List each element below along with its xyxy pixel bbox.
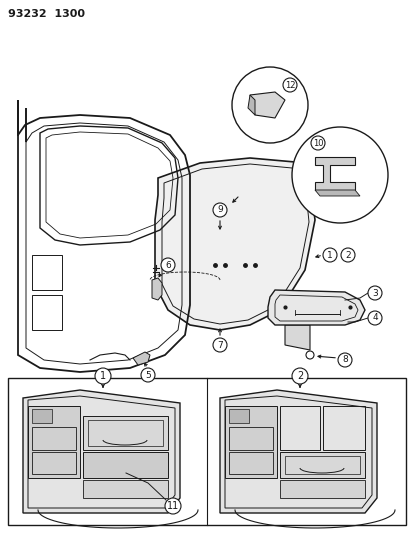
Bar xyxy=(88,420,163,446)
Bar xyxy=(32,409,52,423)
Circle shape xyxy=(282,78,296,92)
Polygon shape xyxy=(23,390,180,513)
Polygon shape xyxy=(267,290,364,325)
Circle shape xyxy=(291,127,387,223)
Bar xyxy=(228,409,248,423)
Bar xyxy=(8,378,405,525)
Bar xyxy=(32,255,62,290)
Circle shape xyxy=(212,338,226,352)
Bar xyxy=(28,406,80,478)
Circle shape xyxy=(340,248,354,262)
Polygon shape xyxy=(152,278,161,300)
Bar xyxy=(279,480,364,498)
Circle shape xyxy=(161,258,175,272)
Polygon shape xyxy=(133,352,150,365)
Text: 2: 2 xyxy=(296,371,302,381)
Circle shape xyxy=(231,67,307,143)
Circle shape xyxy=(165,498,180,514)
Polygon shape xyxy=(284,325,309,350)
Polygon shape xyxy=(314,190,359,196)
Text: 1: 1 xyxy=(100,371,106,381)
Circle shape xyxy=(291,368,307,384)
Bar xyxy=(83,452,168,478)
Text: 3: 3 xyxy=(371,288,377,297)
Circle shape xyxy=(310,136,324,150)
Polygon shape xyxy=(154,158,314,330)
Text: 2: 2 xyxy=(344,251,350,260)
Text: 1: 1 xyxy=(326,251,332,260)
Bar xyxy=(83,416,168,450)
Bar xyxy=(322,406,364,450)
Text: 6: 6 xyxy=(165,261,171,270)
Text: 10: 10 xyxy=(312,139,323,148)
Bar xyxy=(228,452,272,474)
Text: 9: 9 xyxy=(216,206,222,214)
Text: 12: 12 xyxy=(284,80,294,90)
Polygon shape xyxy=(247,95,254,115)
Bar xyxy=(32,452,76,474)
Text: 7: 7 xyxy=(216,341,222,350)
Circle shape xyxy=(337,353,351,367)
Circle shape xyxy=(322,248,336,262)
Bar xyxy=(224,406,276,478)
Text: 5: 5 xyxy=(145,370,150,379)
Circle shape xyxy=(367,286,381,300)
Polygon shape xyxy=(249,92,284,118)
Bar xyxy=(32,295,62,330)
Circle shape xyxy=(95,368,111,384)
Bar xyxy=(284,456,359,474)
Text: 11: 11 xyxy=(166,501,179,511)
Bar xyxy=(32,427,76,450)
Polygon shape xyxy=(219,390,376,513)
Circle shape xyxy=(141,368,154,382)
Bar xyxy=(228,427,272,450)
Text: 8: 8 xyxy=(341,356,347,365)
Text: 93232  1300: 93232 1300 xyxy=(8,9,85,19)
Bar xyxy=(83,480,168,498)
Bar xyxy=(279,452,364,478)
Polygon shape xyxy=(314,157,354,190)
Circle shape xyxy=(367,311,381,325)
Bar xyxy=(279,406,319,450)
Text: 4: 4 xyxy=(371,313,377,322)
Circle shape xyxy=(212,203,226,217)
